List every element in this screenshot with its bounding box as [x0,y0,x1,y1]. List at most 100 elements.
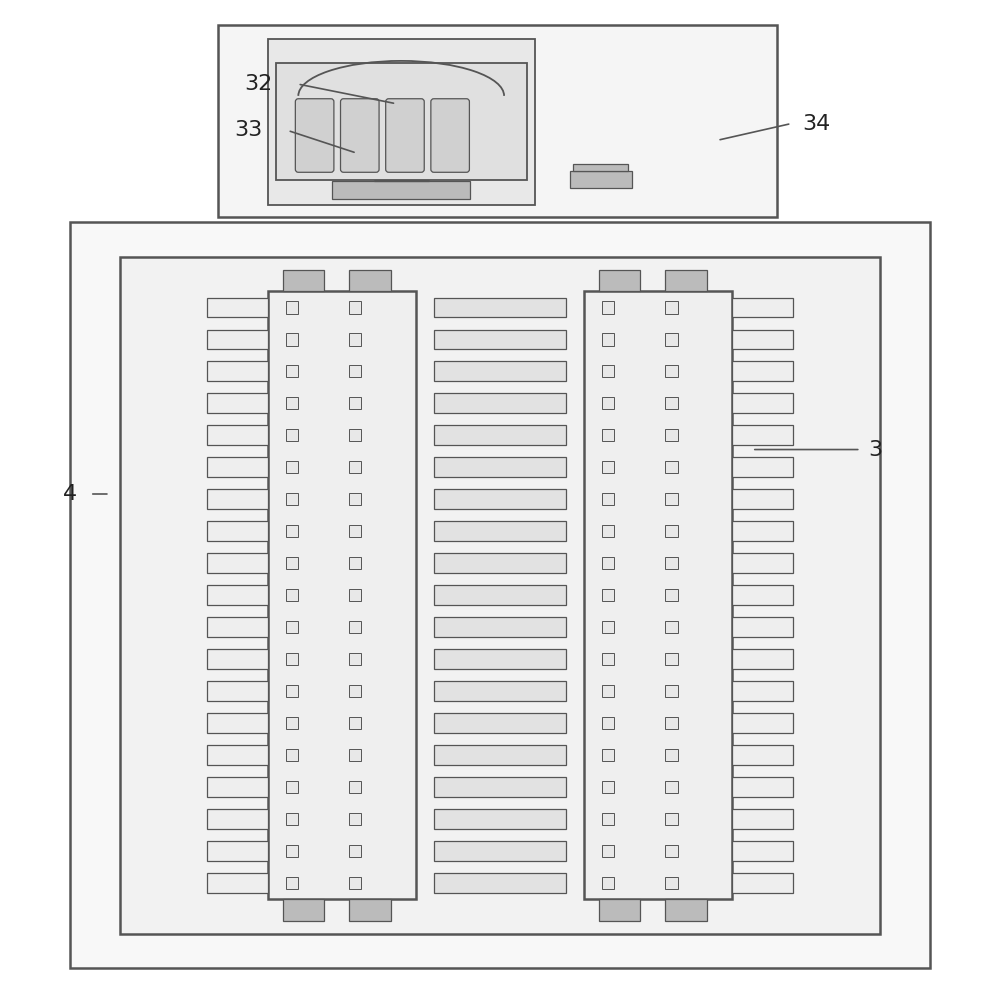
Bar [207,873,268,893]
Bar [434,489,566,509]
Bar [349,589,361,602]
Bar [602,493,614,506]
Bar [349,782,361,793]
Bar [70,222,930,968]
Bar [286,301,298,313]
Bar [207,585,268,606]
Bar [665,366,678,377]
Bar [434,649,566,669]
Bar [584,291,732,899]
Bar [286,430,298,442]
Bar [286,493,298,506]
Bar [665,526,678,537]
Bar [349,526,361,537]
Bar [732,585,793,606]
FancyBboxPatch shape [431,99,469,172]
Bar [349,621,361,633]
Bar [732,393,793,413]
Bar [434,297,566,317]
Bar [602,397,614,409]
Bar [286,397,298,409]
Bar [665,270,707,291]
Bar [602,877,614,889]
Bar [434,873,566,893]
Bar [665,717,678,729]
Bar [349,653,361,665]
Bar [602,366,614,377]
Bar [434,682,566,701]
Bar [286,653,298,665]
Bar [732,522,793,541]
Bar [120,257,880,934]
Bar [207,649,268,669]
Bar [434,330,566,350]
Bar [286,845,298,858]
Bar [602,589,614,602]
Bar [283,270,324,291]
Bar [570,171,632,189]
Bar [573,164,628,171]
Bar [207,330,268,350]
Bar [665,685,678,698]
Bar [268,291,416,899]
Bar [732,618,793,637]
Bar [286,782,298,793]
Bar [599,899,640,921]
Text: 32: 32 [244,74,272,94]
Bar [286,557,298,569]
Bar [602,430,614,442]
Bar [665,557,678,569]
Bar [732,778,793,797]
Bar [665,899,707,921]
FancyBboxPatch shape [341,99,379,172]
Bar [207,297,268,317]
Bar [602,653,614,665]
Bar [349,749,361,761]
Bar [599,270,640,291]
Bar [207,778,268,797]
Bar [218,25,777,217]
Text: 4: 4 [63,484,77,504]
Bar [602,813,614,825]
Bar [732,649,793,669]
Bar [349,270,391,291]
Bar [286,621,298,633]
FancyBboxPatch shape [386,99,424,172]
Bar [349,899,391,921]
Bar [349,813,361,825]
Bar [207,457,268,477]
Bar [286,526,298,537]
Bar [665,749,678,761]
Bar [207,362,268,381]
Text: 33: 33 [234,121,262,140]
Bar [286,877,298,889]
Bar [732,426,793,446]
Bar [665,397,678,409]
Bar [602,301,614,313]
Bar [602,526,614,537]
Bar [286,717,298,729]
Bar [349,397,361,409]
Bar [732,553,793,573]
Bar [349,557,361,569]
Bar [602,782,614,793]
Bar [732,457,793,477]
Bar [602,333,614,346]
Bar [349,845,361,858]
Bar [602,557,614,569]
Bar [434,809,566,829]
Bar [286,366,298,377]
Bar [732,682,793,701]
Bar [276,63,527,180]
Bar [349,333,361,346]
Bar [374,180,429,181]
Bar [665,845,678,858]
Bar [732,745,793,765]
Bar [207,745,268,765]
Bar [349,717,361,729]
Bar [286,813,298,825]
Bar [665,461,678,473]
Bar [732,809,793,829]
Bar [434,362,566,381]
Bar [434,522,566,541]
